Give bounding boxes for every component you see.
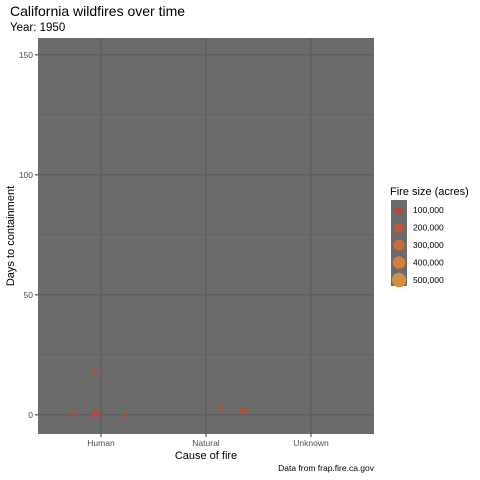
chart-caption: Data from frap.fire.ca.gov bbox=[278, 463, 375, 473]
legend-key bbox=[395, 206, 403, 214]
data-point bbox=[123, 412, 128, 417]
data-point bbox=[70, 411, 75, 416]
data-point bbox=[239, 407, 244, 413]
legend-key bbox=[392, 256, 406, 269]
data-point bbox=[218, 404, 223, 409]
y-tick-label: 150 bbox=[19, 50, 33, 60]
y-tick-label: 100 bbox=[19, 170, 33, 180]
legend-label: 400,000 bbox=[413, 258, 444, 268]
data-point bbox=[96, 412, 102, 417]
x-axis-ticks: Human Natural Unknown bbox=[87, 434, 329, 448]
grid-lines bbox=[38, 38, 374, 434]
x-tick-label: Human bbox=[87, 438, 115, 448]
legend-label: 300,000 bbox=[413, 240, 444, 250]
data-points bbox=[70, 369, 249, 417]
legend-label: 100,000 bbox=[413, 205, 444, 215]
data-point bbox=[92, 369, 97, 374]
legend-key bbox=[393, 239, 405, 251]
y-axis-label: Days to containment bbox=[5, 186, 17, 286]
data-point bbox=[91, 412, 96, 417]
x-tick-label: Natural bbox=[192, 438, 220, 448]
y-axis-ticks: 0 50 100 150 bbox=[19, 50, 38, 420]
legend-title: Fire size (acres) bbox=[390, 186, 469, 198]
legend: Fire size (acres) 100,000 200,000 300,000 4… bbox=[390, 186, 469, 288]
legend-label: 500,000 bbox=[413, 275, 444, 285]
chart-title: California wildfires over time bbox=[10, 3, 185, 19]
data-point bbox=[93, 409, 98, 414]
chart-subtitle: Year: 1950 bbox=[10, 22, 65, 34]
y-tick-label: 0 bbox=[28, 410, 33, 420]
x-axis-label: Cause of fire bbox=[175, 450, 237, 462]
legend-label: 200,000 bbox=[413, 223, 444, 233]
y-tick-label: 50 bbox=[24, 290, 34, 300]
data-point bbox=[243, 409, 249, 414]
legend-key bbox=[391, 272, 407, 288]
legend-key bbox=[394, 223, 404, 232]
x-tick-label: Unknown bbox=[293, 438, 329, 448]
